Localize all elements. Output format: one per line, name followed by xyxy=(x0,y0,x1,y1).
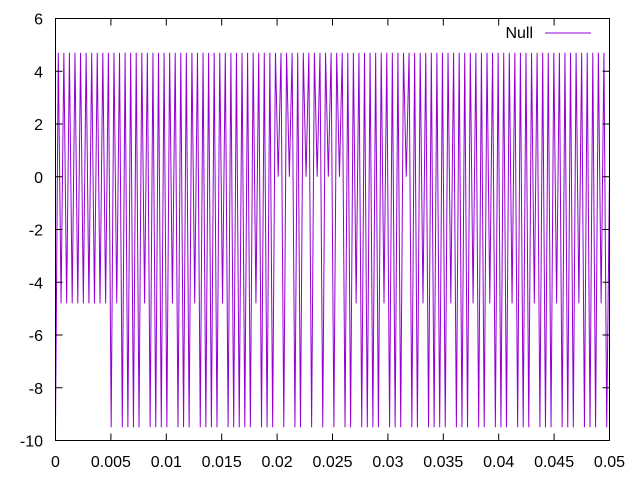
y-tick-label: 2 xyxy=(34,117,43,134)
x-tick-label: 0.035 xyxy=(423,454,463,471)
x-tick-label: 0.04 xyxy=(483,454,514,471)
legend: Null xyxy=(505,25,591,42)
y-tick-label: -6 xyxy=(29,328,43,345)
y-tick-label: -10 xyxy=(20,434,43,451)
legend-label: Null xyxy=(505,25,533,42)
y-tick-label: -2 xyxy=(29,223,43,240)
series-null xyxy=(55,52,610,428)
x-tick-label: 0.03 xyxy=(372,454,403,471)
x-tick-label: 0.05 xyxy=(594,454,625,471)
axes: 0 0.005 0.01 0.015 0.02 0.025 0.03 0.035 0.04 0.0… xyxy=(20,12,625,472)
y-tick-label: -8 xyxy=(29,381,43,398)
y-tick-label: 0 xyxy=(34,170,43,187)
x-tick-label: 0.02 xyxy=(262,454,293,471)
x-tick-label: 0.005 xyxy=(91,454,131,471)
y-tick-label: 6 xyxy=(34,12,43,29)
y-tick-label: 4 xyxy=(34,64,43,81)
x-tick-label: 0.025 xyxy=(312,454,352,471)
x-tick-label: 0.015 xyxy=(202,454,242,471)
series-line xyxy=(55,52,610,428)
y-tick-label: -4 xyxy=(29,275,43,292)
x-tick-label: 0 xyxy=(51,454,60,471)
x-tick-label: 0.045 xyxy=(534,454,574,471)
x-tick-label: 0.01 xyxy=(151,454,182,471)
